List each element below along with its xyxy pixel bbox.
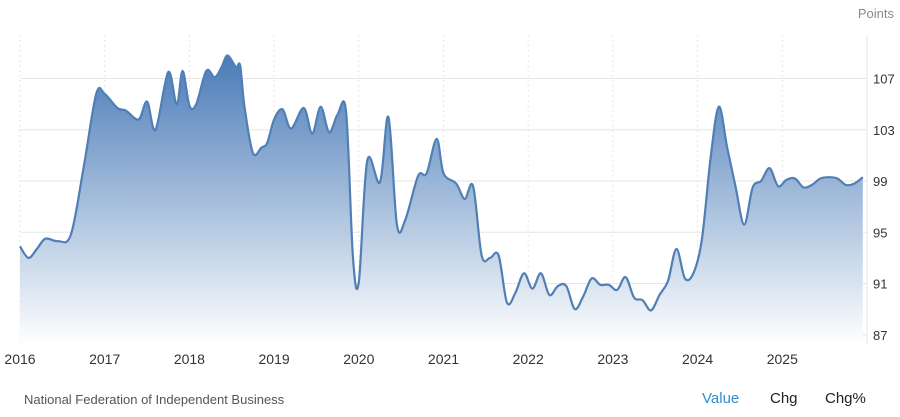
source-label: National Federation of Independent Busin… bbox=[24, 392, 285, 407]
x-tick-label: 2023 bbox=[597, 351, 628, 367]
x-tick-label: 2016 bbox=[4, 351, 35, 367]
tab-chg-percent[interactable]: Chg% bbox=[825, 390, 866, 407]
x-tick-label: 2018 bbox=[174, 351, 205, 367]
y-tick-label: 107 bbox=[873, 72, 895, 87]
x-tick-label: 2025 bbox=[767, 351, 798, 367]
x-tick-label: 2022 bbox=[513, 351, 544, 367]
x-tick-label: 2017 bbox=[89, 351, 120, 367]
x-tick-label: 2024 bbox=[682, 351, 713, 367]
y-tick-label: 103 bbox=[873, 123, 895, 138]
y-axis-ticks: 87 91 95 99 103 107 bbox=[873, 72, 895, 343]
tab-value[interactable]: Value bbox=[702, 390, 740, 407]
y-tick-label: 95 bbox=[873, 225, 887, 240]
tab-chg[interactable]: Chg bbox=[770, 390, 798, 407]
unit-label: Points bbox=[858, 6, 895, 21]
x-tick-label: 2020 bbox=[343, 351, 374, 367]
x-tick-label: 2021 bbox=[428, 351, 459, 367]
series-line bbox=[19, 54, 864, 312]
x-tick-label: 2019 bbox=[259, 351, 290, 367]
y-tick-label: 91 bbox=[873, 277, 887, 292]
y-tick-label: 99 bbox=[873, 174, 887, 189]
y-tick-label: 87 bbox=[873, 328, 887, 343]
x-axis-ticks: 2016 2017 2018 2019 2020 2021 2022 2023 2024 2025 bbox=[4, 351, 798, 367]
series-area-fill bbox=[20, 55, 863, 345]
